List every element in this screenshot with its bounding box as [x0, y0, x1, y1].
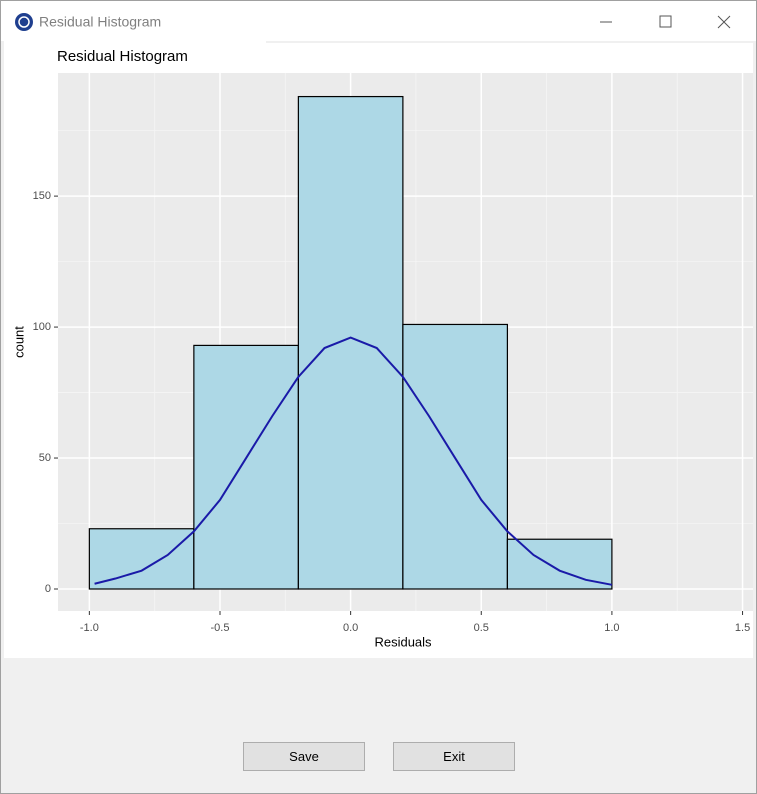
bar: [193, 344, 299, 590]
bar: [297, 95, 404, 590]
y-tick-label: 0: [45, 583, 51, 595]
y-tick-label: 100: [33, 321, 51, 333]
x-axis-label: Residuals: [374, 634, 432, 649]
x-tick-label: 0.0: [343, 622, 358, 634]
y-axis-label: count: [11, 326, 26, 358]
save-button[interactable]: Save: [243, 742, 365, 771]
window-title: Residual Histogram: [39, 14, 161, 30]
bar: [88, 528, 195, 590]
y-tick-label: 150: [33, 190, 51, 202]
title-bar: [1, 1, 756, 41]
exit-button[interactable]: Exit: [393, 742, 515, 771]
close-button[interactable]: [717, 15, 731, 29]
x-tick-label: 1.5: [735, 622, 750, 634]
maximize-button[interactable]: [659, 15, 672, 28]
x-tick-label: -1.0: [80, 622, 99, 634]
y-tick-label: 50: [39, 452, 51, 464]
density-line: [94, 336, 613, 586]
x-tick-label: -0.5: [211, 622, 230, 634]
x-tick-label: 1.0: [604, 622, 619, 634]
app-icon: [15, 13, 33, 31]
x-tick-label: 0.5: [474, 622, 489, 634]
chart-title: Residual Histogram: [57, 48, 188, 65]
app-icon-ring: [18, 16, 30, 28]
